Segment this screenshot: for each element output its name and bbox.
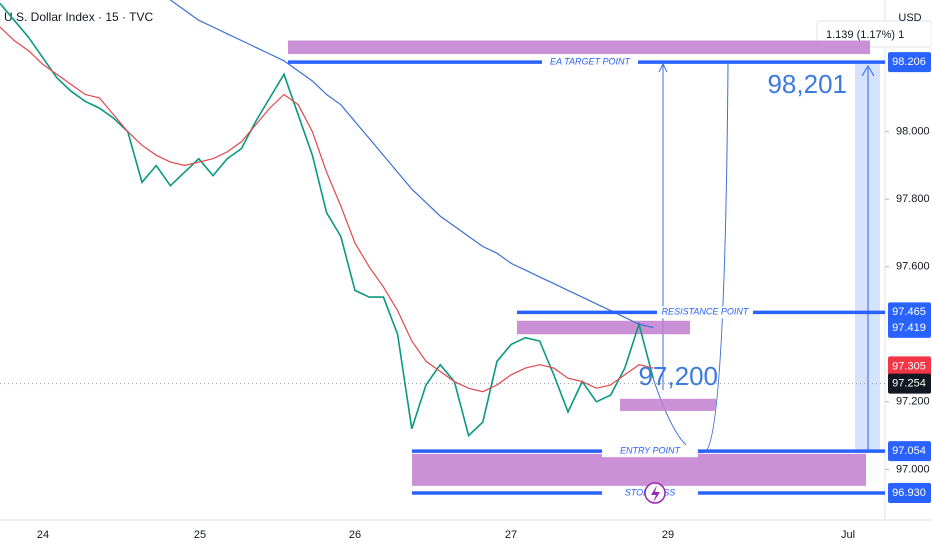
zone bbox=[288, 40, 870, 55]
annotation: 98,201 bbox=[767, 69, 847, 99]
zone bbox=[620, 398, 716, 411]
level-label-text: ENTRY POINT bbox=[620, 445, 682, 455]
measure-box bbox=[816, 20, 932, 48]
price-badge bbox=[888, 441, 931, 462]
x-tick-label: 27 bbox=[505, 529, 517, 541]
currency: USD bbox=[898, 12, 921, 24]
price-badge-label: 97.305 bbox=[892, 360, 926, 372]
x-tick-label: Jul bbox=[841, 529, 855, 541]
y-tick-label: 97.800 bbox=[896, 193, 930, 205]
price-badge-label: 98.206 bbox=[892, 56, 926, 68]
zone bbox=[517, 320, 690, 335]
series-line bbox=[170, 0, 654, 329]
y-tick-label: 98.000 bbox=[896, 126, 930, 138]
level-label: RESISTANCE POINT bbox=[657, 306, 753, 319]
x-tick-label: 24 bbox=[37, 529, 49, 541]
price-badge-label: 97.254 bbox=[892, 377, 926, 389]
price-badge-label: 97.465 bbox=[892, 306, 926, 318]
series-line bbox=[0, 26, 654, 393]
measure-arrow-head bbox=[861, 65, 875, 77]
level-label: ENTRY POINT bbox=[602, 445, 698, 458]
y-tick-label: 97.600 bbox=[896, 261, 930, 273]
level-label-text: EA TARGET POINT bbox=[550, 57, 632, 67]
icon-bolt bbox=[651, 485, 660, 503]
price-badge bbox=[888, 302, 931, 323]
measure-text: 1.139 (1.17%) 1 bbox=[826, 29, 904, 41]
price-badge-label: 97.419 bbox=[892, 322, 926, 334]
series-line bbox=[0, 2, 654, 438]
level-label-text: RESISTANCE POINT bbox=[662, 307, 750, 317]
x-tick-label: 26 bbox=[349, 529, 361, 541]
price-badge-label: 97.054 bbox=[892, 445, 926, 457]
y-tick-label: 97.000 bbox=[896, 463, 930, 475]
level-label-bg bbox=[602, 445, 698, 458]
x-tick-label: 25 bbox=[194, 529, 206, 541]
price-badge bbox=[888, 317, 931, 338]
annotation: 97,200 bbox=[638, 361, 718, 391]
projection-curve bbox=[651, 63, 729, 454]
level-label-bg bbox=[657, 306, 753, 319]
price-badge bbox=[888, 373, 931, 394]
x-tick-label: 29 bbox=[662, 529, 674, 541]
zone bbox=[412, 453, 866, 486]
level-label: EA TARGET POINT bbox=[542, 56, 638, 69]
price-badge bbox=[888, 52, 931, 73]
price-badge bbox=[888, 356, 931, 377]
projection-arrow-head bbox=[658, 62, 668, 73]
level-label-bg bbox=[542, 56, 638, 69]
y-tick-label: 97.200 bbox=[896, 396, 930, 408]
price-badge bbox=[888, 482, 931, 503]
chart-title: U.S. Dollar Index · 15 · TVC bbox=[4, 10, 153, 24]
price-badge-label: 96.930 bbox=[892, 487, 926, 499]
